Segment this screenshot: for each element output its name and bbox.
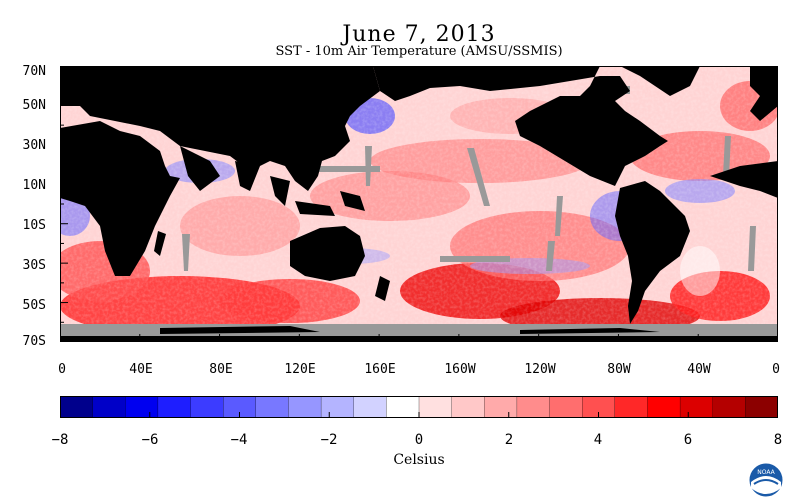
colorbar-units: Celsius: [393, 452, 445, 468]
colorbar-cell: [418, 396, 453, 418]
colorbar-cell: [125, 396, 159, 418]
map-ticks: [60, 66, 778, 342]
lat-label-30s: 30S: [22, 258, 46, 273]
colorbar-tick-label: −2: [320, 432, 338, 448]
lon-label-40e: 40E: [129, 362, 153, 377]
colorbar-cell: [614, 396, 649, 418]
lat-label-70n: 70N: [22, 64, 46, 79]
colorbar-cell: [516, 396, 551, 418]
map-subtitle: SST - 10m Air Temperature (AMSU/SSMIS): [275, 44, 563, 59]
lon-label-40w: 40W: [687, 362, 711, 377]
colorbar-cell: [484, 396, 518, 418]
noaa-logo: NOAA: [748, 462, 784, 498]
colorbar-tick-label: 4: [593, 432, 603, 448]
lat-label-10n: 10N: [22, 178, 46, 193]
lon-label-0-west: 0: [58, 362, 66, 377]
colorbar-cell: [712, 396, 747, 418]
colorbar-cell: [60, 396, 94, 418]
sst-anomaly-map: [60, 66, 778, 342]
lat-label-10s: 10S: [22, 218, 46, 233]
lat-label-50n: 50N: [22, 98, 46, 113]
colorbar-cell: [386, 396, 420, 418]
lon-label-120e: 120E: [284, 362, 316, 377]
colorbar-cell: [647, 396, 681, 418]
colorbar: [60, 396, 778, 418]
colorbar-tick-label: 2: [504, 432, 514, 448]
colorbar-cell: [157, 396, 192, 418]
colorbar-cell: [255, 396, 290, 418]
land: [60, 66, 778, 342]
colorbar-cell: [549, 396, 583, 418]
colorbar-cell: [190, 396, 224, 418]
lat-label-70s: 70S: [22, 334, 46, 349]
colorbar-tick-label: 0: [414, 432, 424, 448]
lon-label-120w: 120W: [524, 362, 556, 377]
colorbar-tick-label: 6: [683, 432, 693, 448]
colorbar-tick-label: −8: [51, 432, 69, 448]
colorbar-cell: [353, 396, 388, 418]
colorbar-cell: [92, 396, 127, 418]
lon-label-0-east: 0: [772, 362, 780, 377]
colorbar-tick-label: −4: [230, 432, 248, 448]
lon-label-160w: 160W: [444, 362, 476, 377]
colorbar-cell: [288, 396, 322, 418]
colorbar-tick-label: 8: [773, 432, 783, 448]
lon-label-160e: 160E: [364, 362, 396, 377]
colorbar-cell: [745, 396, 778, 418]
lat-label-50s: 50S: [22, 298, 46, 313]
colorbar-cell: [451, 396, 486, 418]
colorbar-cell: [679, 396, 714, 418]
lon-label-80w: 80W: [607, 362, 631, 377]
map-title: June 7, 2013: [342, 22, 496, 47]
lon-label-80e: 80E: [209, 362, 233, 377]
colorbar-tick-label: −6: [141, 432, 159, 448]
svg-text:NOAA: NOAA: [757, 469, 775, 476]
colorbar-cell: [320, 396, 355, 418]
lat-label-30n: 30N: [22, 138, 46, 153]
